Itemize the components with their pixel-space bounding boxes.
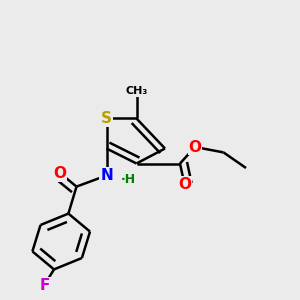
Text: O: O (188, 140, 202, 154)
Text: O: O (178, 177, 191, 192)
Text: O: O (53, 166, 67, 181)
Text: CH₃: CH₃ (125, 86, 148, 97)
Text: ·H: ·H (121, 172, 136, 186)
Text: N: N (100, 168, 113, 183)
Text: F: F (39, 278, 50, 292)
Text: S: S (101, 111, 112, 126)
